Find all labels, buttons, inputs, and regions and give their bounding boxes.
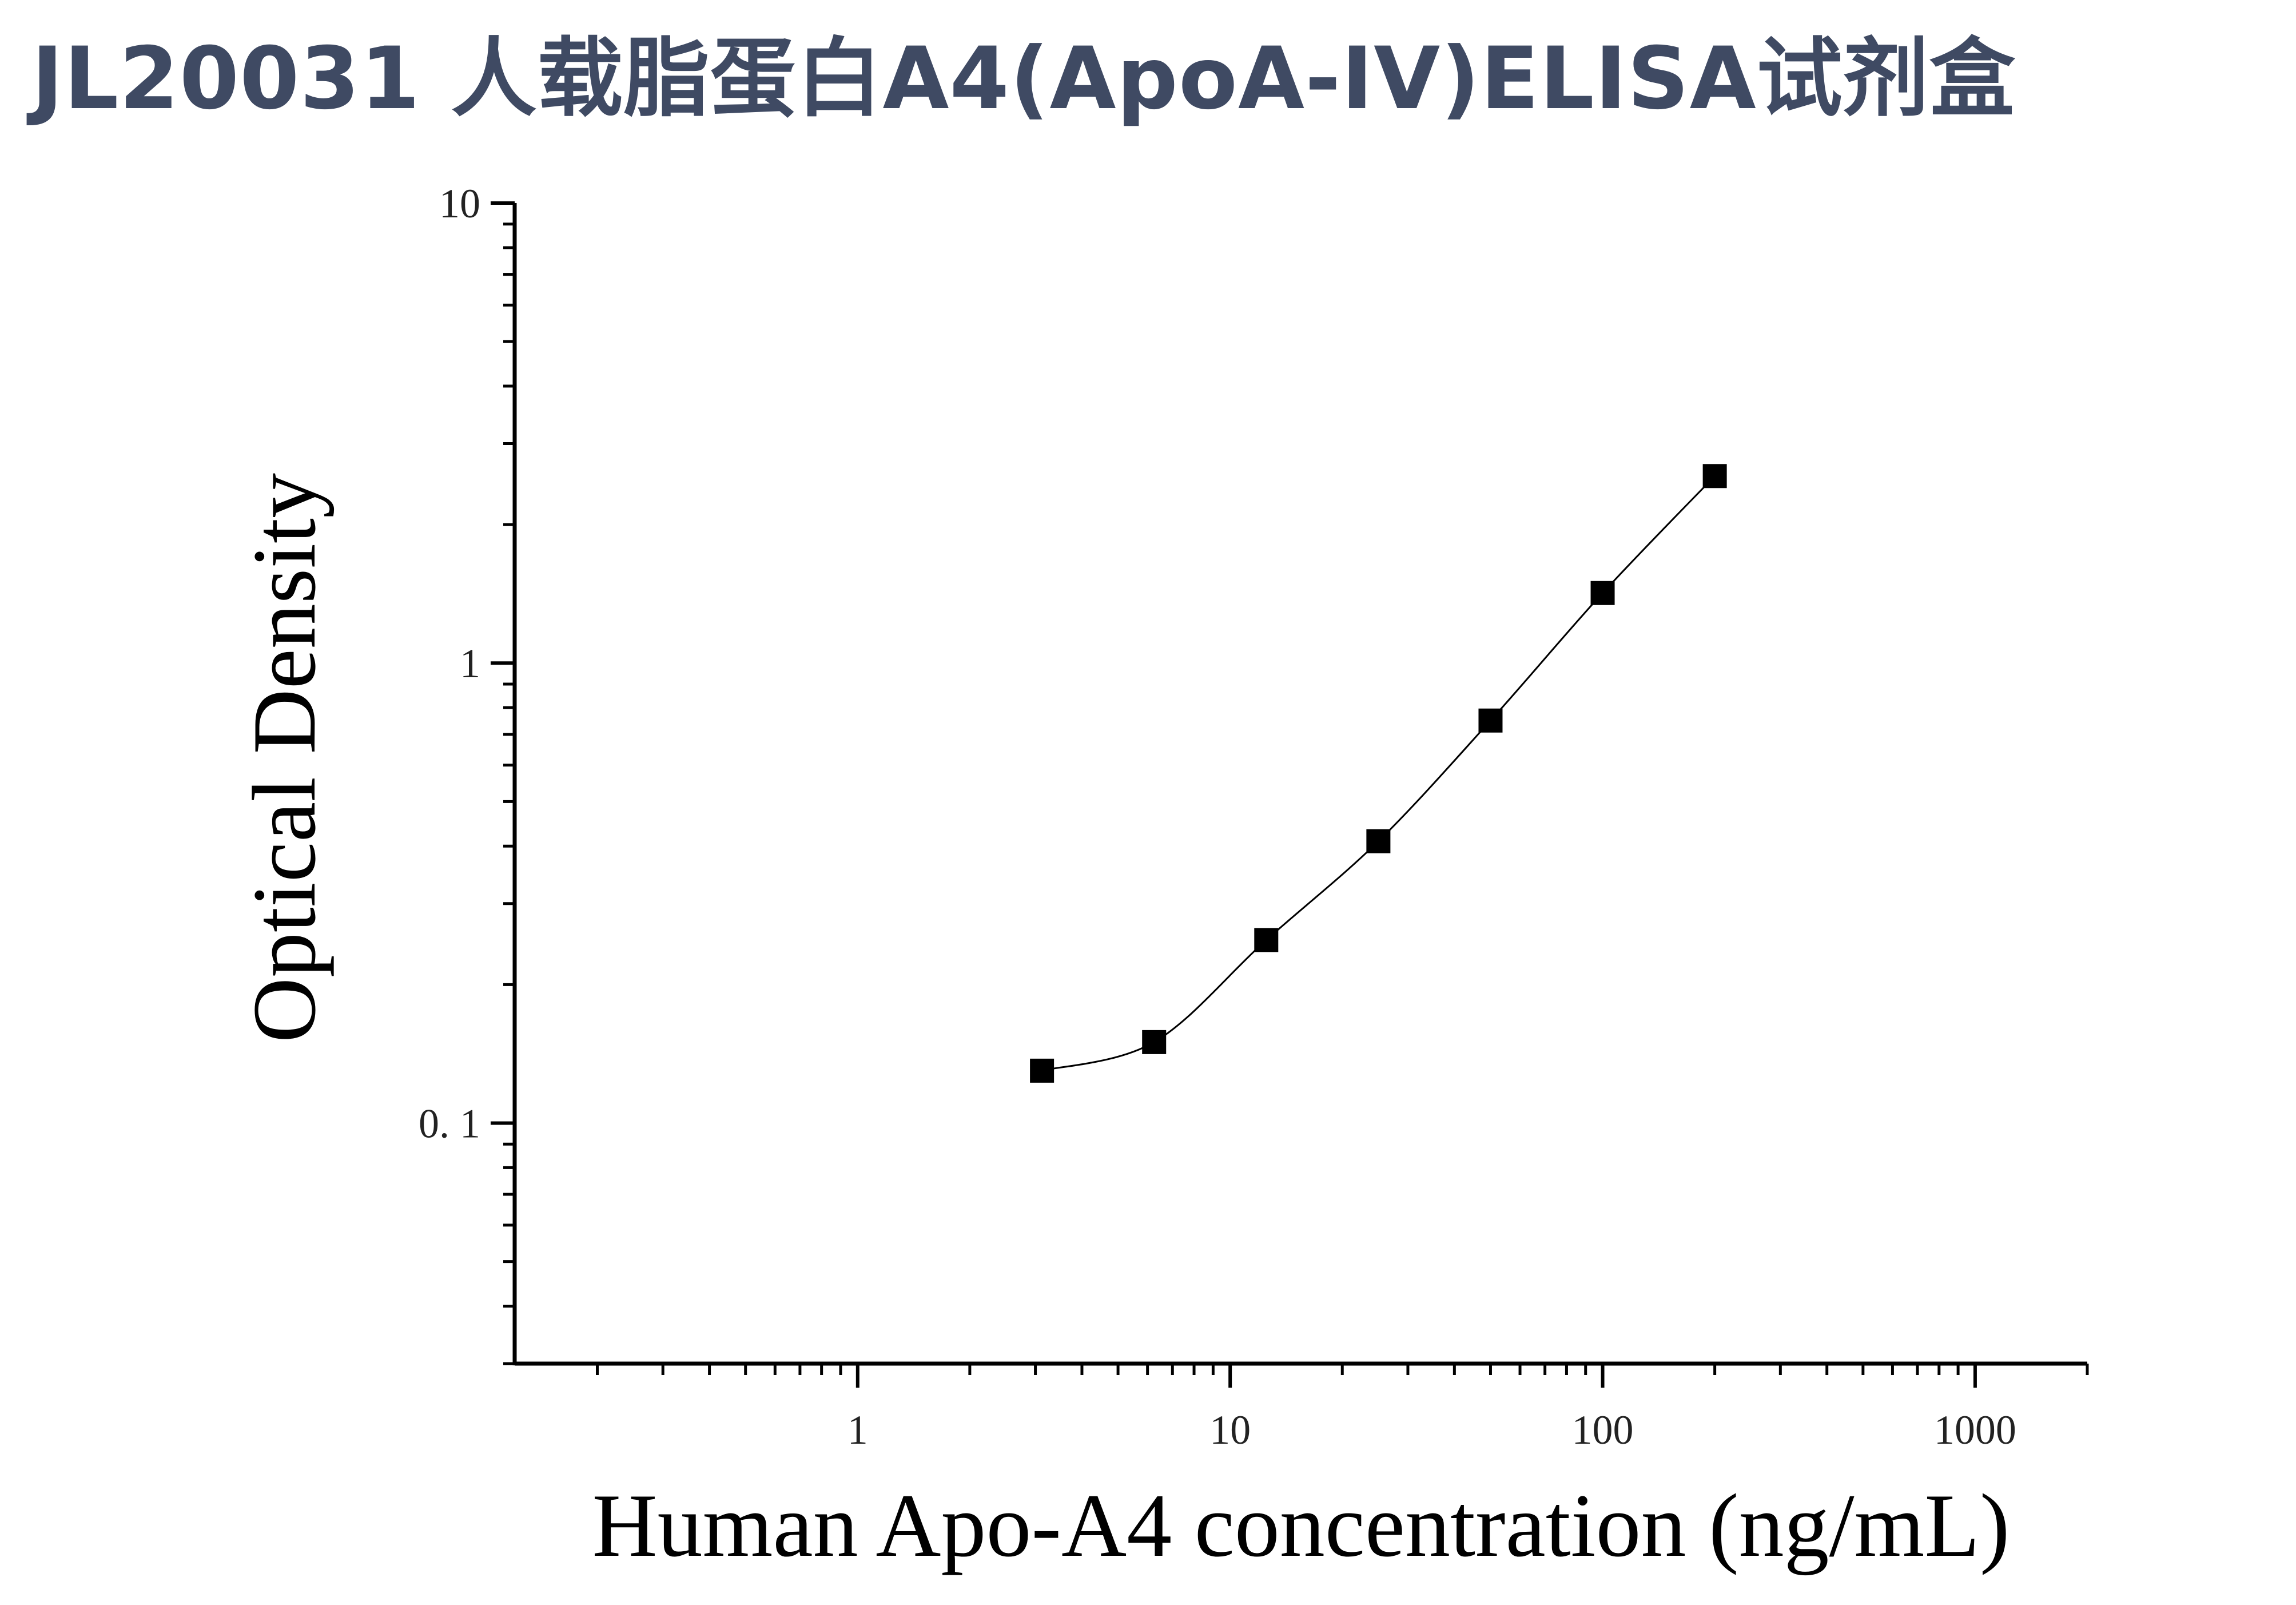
data-point — [1590, 581, 1615, 605]
data-point — [1366, 829, 1391, 853]
tick-labels: 1 10 100 1000 0. 1 1 10 — [419, 181, 2016, 1453]
fit-curve — [1041, 475, 1716, 1072]
y-tick-label: 1 — [460, 641, 480, 686]
data-point — [1030, 1058, 1055, 1083]
x-tick-label: 1 — [847, 1407, 868, 1453]
major-ticks — [491, 201, 1977, 1388]
x-tick-label: 100 — [1572, 1407, 1634, 1453]
y-tick-label: 0. 1 — [419, 1101, 480, 1146]
x-tick-label: 1000 — [1934, 1407, 2016, 1453]
data-point — [1702, 464, 1727, 488]
x-tick-label: 10 — [1209, 1407, 1251, 1453]
y-axis-title: Optical Density — [234, 473, 335, 1043]
y-tick-label: 10 — [439, 181, 480, 227]
page-title: JL20031 人载脂蛋白A4(ApoA-IV)ELISA试剂盒 — [31, 29, 2016, 129]
data-point — [1478, 708, 1503, 733]
x-axis-title: Human Apo-A4 concentration (ng/mL) — [592, 1476, 2010, 1576]
minor-ticks — [503, 223, 2089, 1375]
data-point — [1142, 1030, 1167, 1054]
data-points — [1030, 464, 1727, 1083]
data-point — [1254, 928, 1279, 952]
